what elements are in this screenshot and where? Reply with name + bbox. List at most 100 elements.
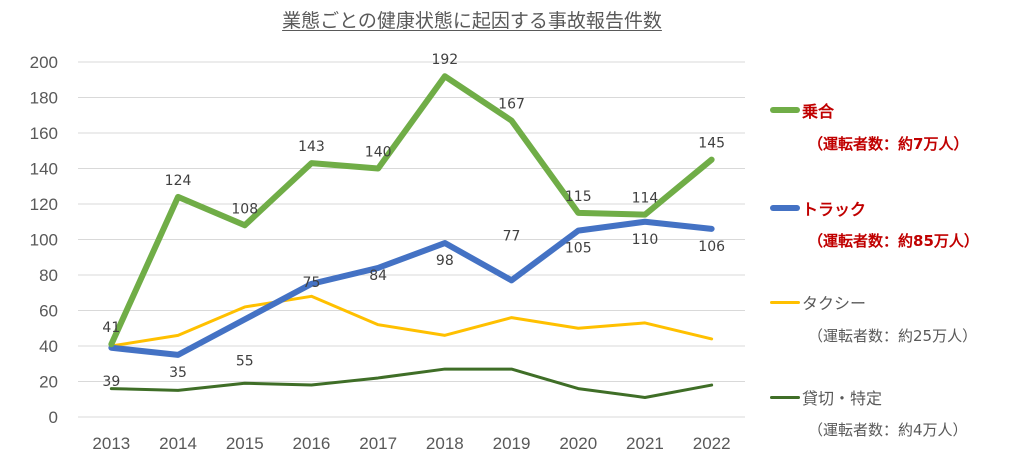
legend-sublabel: （運転者数：約7万人） [808,135,969,153]
y-tick-label: 160 [30,124,58,143]
x-tick-label: 2016 [293,434,331,453]
data-point [177,196,179,198]
series-line-2 [109,294,714,348]
data-label: 55 [236,353,254,369]
x-tick-label: 2021 [626,434,664,453]
data-label: 75 [303,275,321,291]
data-point [377,267,379,269]
legend-item-charter: 貸切・特定 [770,385,882,409]
series-line-0 [108,73,715,348]
y-tick-label: 60 [39,302,58,321]
legend-sublabel: （運転者数：約25万人） [808,327,978,345]
data-point [310,162,312,164]
data-label: 110 [632,232,659,248]
data-label: 143 [298,139,325,155]
x-tick-label: 2013 [92,434,130,453]
data-point [577,327,579,329]
data-point [511,368,513,370]
legend-sublabel: （運転者数：約85万人） [808,232,979,250]
data-point [177,389,179,391]
data-label: 124 [165,173,192,189]
data-point [711,338,713,340]
data-point [711,159,713,161]
data-label: 140 [365,145,392,161]
data-point [377,324,379,326]
y-tick-label: 200 [30,53,58,72]
data-point [444,75,446,77]
x-tick-label: 2022 [693,434,731,453]
data-point [310,295,312,297]
data-point [577,388,579,390]
y-tick-label: 20 [39,373,58,392]
data-point [110,388,112,390]
data-point [310,384,312,386]
y-tick-label: 100 [30,231,58,250]
data-label: 114 [632,191,659,207]
data-point [244,382,246,384]
chart-title: 業態ごとの健康状態に起因する事故報告件数 [282,10,662,32]
data-point [244,224,246,226]
y-tick-label: 180 [30,89,58,108]
y-tick-label: 0 [49,408,58,427]
data-label: 167 [498,97,525,113]
y-tick-label: 140 [30,160,58,179]
data-label: 41 [102,320,120,336]
data-label: 98 [436,253,454,269]
data-point [577,212,579,214]
data-label: 115 [565,189,592,205]
legend-swatch [770,205,800,211]
x-tick-label: 2018 [426,434,464,453]
data-point [110,343,112,345]
data-point [377,377,379,379]
data-point [177,334,179,336]
x-tick-label: 2019 [493,434,531,453]
data-point [177,354,179,356]
data-point [444,368,446,370]
data-point [511,317,513,319]
legend-label: トラック [802,200,867,219]
legend-label: 貸切・特定 [802,389,883,408]
series-line-1 [108,218,715,358]
legend-item-taxi: タクシー [770,290,866,314]
legend-swatch [770,300,800,304]
data-label: 84 [369,268,387,284]
y-tick-label: 80 [39,266,58,285]
data-point [511,120,513,122]
y-tick-label: 120 [30,195,58,214]
legend-sublabel: （運転者数：約4万人） [808,421,968,439]
legend-item-truck: トラック [770,196,866,220]
data-point [244,306,246,308]
data-label: 192 [431,52,458,68]
data-point [511,279,513,281]
data-point [444,242,446,244]
series-line-3 [109,367,714,399]
legend-swatch [770,395,800,399]
data-point [577,230,579,232]
data-point [444,334,446,336]
data-point [310,283,312,285]
legend-swatch [770,107,800,113]
data-point [377,168,379,169]
y-tick-label: 40 [39,337,58,356]
data-point [711,384,713,386]
x-tick-label: 2014 [159,434,197,453]
data-point [644,322,646,324]
data-label: 105 [565,241,592,257]
data-point [110,347,112,349]
data-point [244,318,246,320]
line-chart: 0 20 40 60 80 100 120 140 160 180 200 2013 2014 2015 2… [30,52,745,453]
data-label: 39 [102,374,120,390]
legend-label: 乗合 [802,102,835,121]
data-label: 108 [231,201,258,217]
data-label: 106 [698,239,725,255]
data-label: 145 [698,136,725,152]
legend-item-noriai: 乗合 [770,98,834,122]
data-label: 77 [503,228,521,244]
data-point [644,396,646,398]
legend-label: タクシー [802,294,867,313]
data-point [644,214,646,216]
x-tick-label: 2020 [559,434,597,453]
x-tick-label: 2015 [226,434,264,453]
x-tick-label: 2017 [359,434,397,453]
data-label: 35 [169,365,187,381]
